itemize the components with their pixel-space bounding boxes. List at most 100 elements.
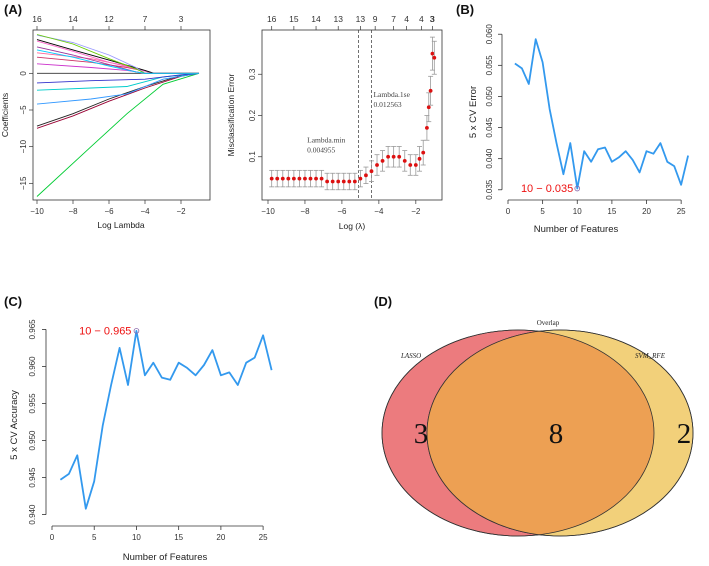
x-tick-label-3: 10 [132,533,141,542]
lambda-annotation-1-line-2: 0.004955 [307,145,335,154]
cv-point-13 [336,179,341,184]
axes: 0 5 10 15 20 25 0.035 0.040 0.045 0.050 0.055 0.060 [485,24,686,216]
cv-point-24 [397,154,402,159]
error-line: 10 − 0.035 [514,38,689,195]
plot-frame [32,29,211,201]
y-tick-label-2: 0.945 [28,467,37,488]
top-tick-label-7: 7 [391,14,396,24]
venn-count-right: 2 [677,418,692,450]
x-tick-label-5: −2 [411,207,421,216]
coefficient-paths [36,34,200,197]
y-tick-label-3: −5 [19,105,28,115]
venn-count-left: 3 [414,418,429,450]
lambda-annotation-2-line-2: 0.012563 [373,100,401,109]
x-tick-label-6: 25 [259,533,268,542]
coef-path-8 [36,63,199,74]
cv-point-12 [330,179,335,184]
svm-cv-error-chart: 0 5 10 15 20 25 0.035 0.040 0.045 0.050 0.055 0.060… [468,24,689,235]
cv-point-10 [319,176,324,181]
series-line [59,330,273,510]
venn-overlap [427,330,654,536]
x-tick-label-2: 5 [540,207,545,216]
cv-point-26 [408,163,413,167]
x-tick-label-4: −4 [374,207,384,216]
cv-point-16 [352,179,357,184]
y-tick-label-4: 0 [19,71,28,76]
cv-point-17 [358,176,363,181]
venn-diagram: Overlap LASSO SVM_RFE 3 8 2 [381,319,694,537]
x-tick-label-3: −6 [337,207,347,216]
y-axis-label: 5 x CV Error [468,86,479,138]
cv-point-23 [391,154,396,159]
top-tick-label-4: 7 [143,14,148,24]
cv-point-31 [426,105,431,110]
coef-path-1 [36,72,200,197]
axes: −10 −8 −6 −4 −2 −15 −10 −5 0 16 14 12 7 3 [19,14,186,216]
x-axis-label: Log Lambda [97,220,145,230]
y-tick-label-1: −15 [19,176,28,190]
top-tick-label-4: 13 [333,14,343,24]
panel-label-d: (D) [374,294,392,309]
cv-point-29 [421,150,426,155]
venn-set-label-svm: SVM_RFE [635,352,666,360]
cv-error-points [269,36,437,191]
top-tick-label-2: 15 [289,14,299,24]
highlight-label: 10 − 0.035 [521,183,573,195]
top-tick-label-8: 4 [404,14,409,24]
cv-point-14 [341,179,346,184]
x-tick-label-1: −10 [261,207,275,216]
cv-point-28 [417,156,422,161]
x-tick-label-4: −4 [140,207,150,216]
y-tick-label-1: 0.035 [485,179,494,200]
panel-label-b: (B) [456,2,474,17]
cv-point-9 [314,176,318,181]
y-tick-label-6: 0.965 [28,319,37,340]
cv-point-3 [280,176,285,181]
coef-path-11 [36,40,199,74]
venn-count-center: 8 [549,418,564,450]
cv-point-1 [269,176,274,181]
lasso-cv-chart: −10 −8 −6 −4 −20.10.20.316 15 14 13 13 9 7 4 4 33 Lam… [226,14,443,231]
series-line [514,38,689,190]
highlight-marker [574,185,581,192]
y-tick-label-2: 0.040 [485,148,494,169]
y-axis-label: 5 x CV Accuracy [9,390,20,460]
cv-point-25 [402,158,407,163]
venn-outline-lasso [381,329,655,537]
axes: −10 −8 −6 −4 −20.10.20.316 15 14 13 13 9 7 4 4 33 [248,14,435,216]
plot-frame [261,29,443,201]
y-tick-label-4: 0.050 [485,86,494,107]
x-tick-label-1: 0 [506,207,511,216]
y-tick-label-2: 0.2 [248,109,257,121]
cv-point-6 [297,176,302,181]
cv-point-32 [428,88,433,93]
y-tick-label-4: 0.955 [28,393,37,414]
x-tick-label-3: −6 [104,207,114,216]
y-tick-label-5: 0.055 [485,55,494,76]
lambda-annotation-1-line-1: Lambda.min [307,135,345,144]
y-tick-label-2: −10 [19,139,28,153]
top-tick-label-5: 13 [356,14,366,24]
y-tick-label-1: 0.1 [248,151,257,163]
x-tick-label-1: 0 [50,533,55,542]
y-tick-label-5: 0.960 [28,356,37,377]
highlight-label: 10 − 0.965 [79,325,131,337]
accuracy-line: 10 − 0.965 [59,325,273,510]
y-tick-label-6: 0.060 [485,24,494,45]
cv-point-33 [430,51,435,56]
axes: 0 5 10 15 20 25 0.940 0.945 0.950 0.955 0.960 0.965 [28,319,268,542]
coef-path-6 [36,72,200,84]
x-tick-label-5: −2 [176,207,186,216]
y-tick-label-3: 0.3 [248,68,257,80]
top-tick-label-3: 12 [104,14,114,24]
venn-set-label-lasso: LASSO [400,352,421,360]
cv-point-30 [425,125,429,130]
cv-point-27 [413,163,418,167]
cv-point-4 [286,176,291,181]
panel-label-c: (C) [4,294,22,309]
x-tick-label-3: 10 [573,207,582,216]
cv-point-21 [380,158,385,163]
venn-outline-svm [426,329,694,537]
